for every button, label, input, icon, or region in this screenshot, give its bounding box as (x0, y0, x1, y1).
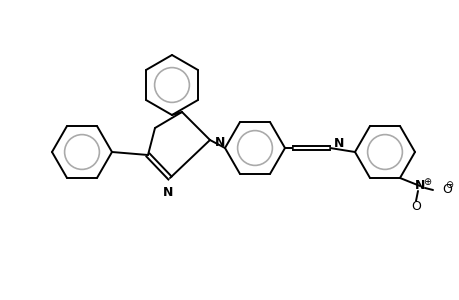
Text: $\oplus$: $\oplus$ (422, 176, 431, 188)
Text: N: N (333, 136, 344, 149)
Text: $\ominus$: $\ominus$ (444, 179, 453, 191)
Text: N: N (162, 186, 173, 199)
Text: N: N (414, 179, 424, 193)
Text: O: O (441, 184, 451, 196)
Text: N: N (214, 136, 225, 148)
Text: O: O (410, 200, 420, 214)
